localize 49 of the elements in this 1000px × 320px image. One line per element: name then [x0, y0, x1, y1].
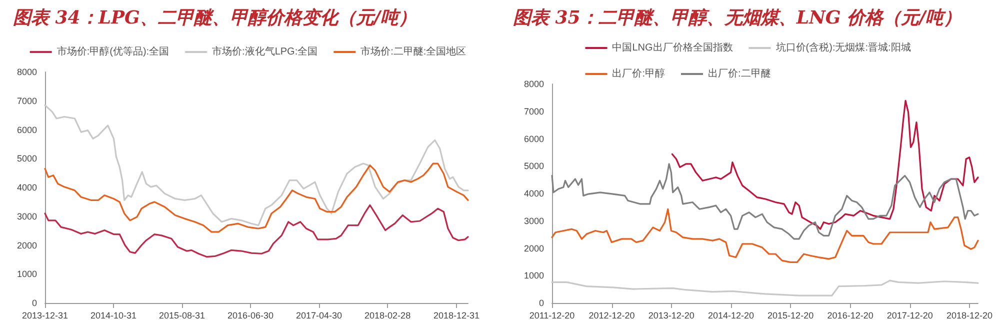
legend-label: 坑口价(含税):无烟煤:晋城:阳城	[774, 42, 911, 54]
x-tick-label: 2015-08-31	[158, 310, 206, 320]
line-series	[551, 163, 979, 240]
line-series	[44, 162, 469, 233]
x-tick-label: 2017-04-30	[296, 310, 342, 320]
y-tick-label: 1000	[16, 269, 37, 280]
y-tick-label: 3000	[524, 216, 544, 226]
chart-title: 图表 34：LPG、二甲醚、甲醇价格变化（元/吨）	[13, 8, 416, 28]
x-tick-label: 2016-12-20	[827, 310, 874, 320]
y-tick-label: 6000	[16, 124, 37, 135]
x-tick-label: 2018-12-31	[433, 310, 480, 320]
y-tick-label: 2000	[524, 243, 544, 254]
y-tick-label: 1000	[524, 270, 544, 281]
x-tick-label: 2014-12-20	[708, 310, 754, 320]
legend-label: 出厂价:二甲醚	[708, 68, 771, 80]
line-series	[671, 100, 979, 230]
x-tick-label: 2018-02-28	[364, 310, 411, 320]
y-tick-label: 5000	[524, 161, 544, 172]
legend-label: 市场价:液化气LPG:全国	[212, 46, 318, 58]
line-series	[551, 280, 979, 296]
x-tick-label: 2016-06-30	[228, 310, 274, 320]
line-series	[551, 208, 979, 264]
y-tick-label: 7000	[16, 96, 37, 106]
y-tick-label: 4000	[524, 188, 544, 198]
y-tick-label: 8000	[16, 67, 37, 77]
y-tick-label: 7000	[524, 106, 544, 116]
x-tick-label: 2011-12-20	[529, 310, 575, 320]
y-tick-label: 2000	[16, 240, 37, 250]
y-tick-label: 4000	[16, 182, 37, 192]
x-tick-label: 2013-12-20	[648, 310, 694, 320]
x-tick-label: 2013-12-31	[22, 310, 68, 320]
chart-title: 图表 35：二甲醚、甲醇、无烟煤、LNG 价格（元/吨）	[513, 8, 962, 28]
x-tick-label: 2012-12-20	[588, 310, 635, 320]
y-tick-label: 5000	[16, 154, 37, 164]
line-series	[44, 204, 469, 258]
y-tick-label: 0	[538, 298, 544, 308]
y-tick-label: 3000	[16, 211, 37, 222]
x-tick-label: 2014-10-31	[90, 310, 137, 320]
x-tick-label: 2018-12-20	[946, 310, 993, 320]
x-tick-label: 2017-12-20	[886, 310, 933, 320]
line-series	[44, 104, 469, 226]
legend-label: 市场价:甲醇(优等品):全国	[56, 46, 170, 58]
legend-label: 市场价:二甲醚:全国地区	[360, 46, 466, 58]
y-tick-label: 6000	[524, 134, 544, 144]
y-tick-label: 0	[32, 298, 37, 308]
y-tick-label: 8000	[524, 79, 544, 89]
legend-label: 中国LNG出厂价格全国指数	[612, 42, 733, 54]
legend-label: 出厂价:甲醇	[612, 68, 666, 80]
x-tick-label: 2015-12-20	[768, 310, 814, 320]
